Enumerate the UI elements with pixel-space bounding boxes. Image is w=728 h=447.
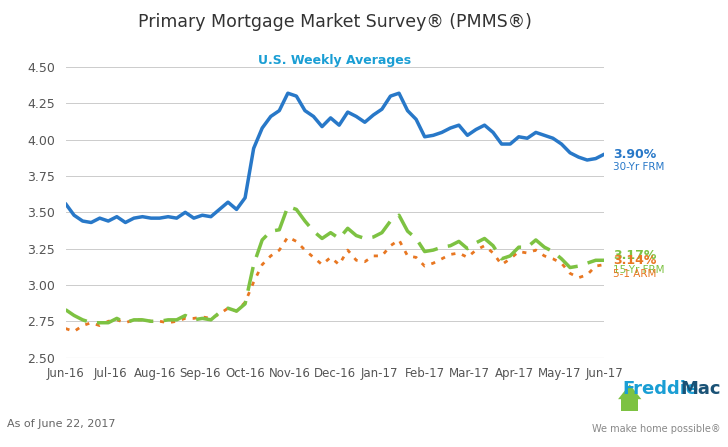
Text: Primary Mortgage Market Survey® (PMMS®): Primary Mortgage Market Survey® (PMMS®)	[138, 13, 532, 31]
Text: U.S. Weekly Averages: U.S. Weekly Averages	[258, 54, 411, 67]
Text: We make home possible®: We make home possible®	[592, 424, 721, 434]
Text: 15-Yr FRM: 15-Yr FRM	[613, 265, 665, 275]
Text: 30-Yr FRM: 30-Yr FRM	[613, 162, 665, 172]
Polygon shape	[621, 398, 638, 411]
Text: 3.90%: 3.90%	[613, 148, 657, 161]
Text: 3.14%: 3.14%	[613, 254, 657, 267]
Text: 5-1 ARM: 5-1 ARM	[613, 269, 657, 279]
Text: Mac: Mac	[680, 380, 721, 398]
Text: As of June 22, 2017: As of June 22, 2017	[7, 419, 116, 429]
Polygon shape	[618, 384, 641, 399]
Text: 3.17%: 3.17%	[613, 249, 657, 262]
Text: Freddie: Freddie	[622, 380, 699, 398]
